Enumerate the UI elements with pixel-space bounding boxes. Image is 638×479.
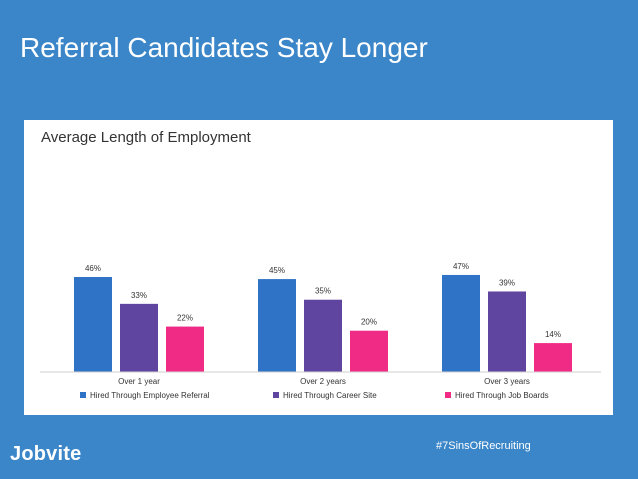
bar-1-2 (258, 279, 296, 372)
bar-2-1 (120, 303, 158, 372)
data-label: 39% (499, 278, 515, 287)
bar-3-2 (350, 330, 388, 372)
legend-label: Hired Through Employee Referral (90, 391, 210, 400)
legend-swatch (80, 392, 86, 398)
category-label: Over 1 year (118, 377, 160, 386)
bar-2-3 (488, 291, 526, 372)
legend-swatch (273, 392, 279, 398)
bar-3-3 (534, 343, 572, 372)
bar-3-1 (166, 326, 204, 372)
slide-title: Referral Candidates Stay Longer (20, 32, 428, 63)
bar-1-1 (74, 277, 112, 372)
legend-swatch (445, 392, 451, 398)
bar-1-3 (442, 274, 480, 372)
bar-2-2 (304, 299, 342, 372)
data-label: 22% (177, 314, 193, 323)
hashtag-text: #7SinsOfRecruiting (436, 440, 531, 452)
data-label: 46% (85, 264, 101, 273)
chart-panel: Average Length of Employment 46% 33% 22% 45… (24, 120, 613, 415)
jobvite-logo: Jobvite (10, 443, 82, 465)
legend-label: Hired Through Career Site (283, 391, 377, 400)
data-label: 20% (361, 318, 377, 327)
category-label: Over 3 years (484, 377, 530, 386)
category-labels: Over 1 year Over 2 years Over 3 years (118, 377, 530, 386)
data-label: 14% (545, 330, 561, 339)
data-label: 47% (453, 262, 469, 271)
legend-label: Hired Through Job Boards (455, 391, 549, 400)
data-label: 35% (315, 287, 331, 296)
category-label: Over 2 years (300, 377, 346, 386)
data-label: 45% (269, 266, 285, 275)
bar-chart: Average Length of Employment 46% 33% 22% 45… (40, 129, 601, 400)
legend: Hired Through Employee Referral Hired Thr… (80, 391, 549, 400)
data-label: 33% (131, 291, 147, 300)
chart-title: Average Length of Employment (41, 129, 252, 146)
bars-layer: 46% 33% 22% 45% 35% 20% 47% 39% 14% (74, 262, 572, 372)
